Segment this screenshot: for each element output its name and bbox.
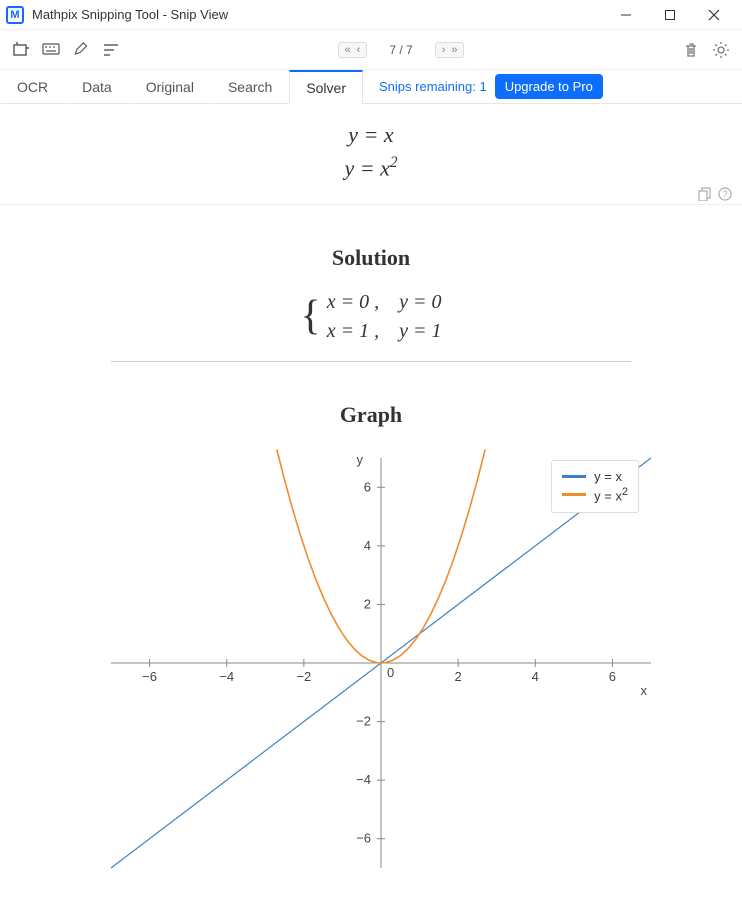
sol-x: x = 0 , bbox=[327, 291, 379, 314]
svg-text:−4: −4 bbox=[356, 772, 371, 787]
sol-x: x = 1 , bbox=[327, 320, 379, 343]
svg-text:−2: −2 bbox=[356, 714, 371, 729]
window-title: Mathpix Snipping Tool - Snip View bbox=[32, 7, 228, 22]
tab-solver[interactable]: Solver bbox=[289, 70, 363, 104]
next-page-icon[interactable]: › bbox=[440, 44, 448, 56]
svg-text:0: 0 bbox=[387, 665, 394, 680]
content-area: y = x y = x2 ? Solution { x = 0 ,y = 0x … bbox=[0, 104, 742, 898]
solution-equations: { x = 0 , y = 0 x = 1 , y = 1 bbox=[0, 291, 742, 343]
chart: −6 −4 −2 0 2 4 6 −6 −4 −2 2 4 6 x y y = x y = x2 bbox=[91, 448, 651, 878]
copy-icon[interactable] bbox=[698, 187, 712, 204]
svg-text:−2: −2 bbox=[296, 669, 311, 684]
svg-text:2: 2 bbox=[455, 669, 462, 684]
keyboard-icon[interactable] bbox=[38, 37, 64, 63]
snips-remaining: Snips remaining: 1 bbox=[379, 79, 487, 94]
svg-text:y: y bbox=[357, 452, 364, 467]
nav-next-last[interactable]: ›» bbox=[435, 42, 465, 58]
chart-legend: y = x y = x2 bbox=[551, 460, 639, 512]
svg-text:?: ? bbox=[722, 189, 727, 199]
titlebar: M Mathpix Snipping Tool - Snip View bbox=[0, 0, 742, 30]
screenshot-icon[interactable] bbox=[8, 37, 34, 63]
legend-swatch bbox=[562, 475, 586, 478]
maximize-button[interactable] bbox=[648, 1, 692, 29]
sol-y: y = 1 bbox=[399, 320, 441, 343]
legend-label: y = x2 bbox=[594, 486, 628, 503]
equation-2: y = x2 bbox=[0, 151, 742, 184]
tab-ocr[interactable]: OCR bbox=[0, 70, 65, 104]
chart-svg: −6 −4 −2 0 2 4 6 −6 −4 −2 2 4 6 x y bbox=[91, 448, 651, 878]
snips-count: 1 bbox=[479, 79, 486, 94]
prev-page-icon[interactable]: ‹ bbox=[355, 44, 363, 56]
solution-row: x = 0 , y = 0 bbox=[327, 291, 442, 314]
svg-text:4: 4 bbox=[364, 538, 371, 553]
upgrade-button[interactable]: Upgrade to Pro bbox=[495, 74, 603, 99]
legend-row: y = x bbox=[562, 469, 628, 484]
snips-label: Snips remaining: bbox=[379, 79, 476, 94]
edit-icon[interactable] bbox=[68, 37, 94, 63]
brace-icon: { bbox=[301, 298, 321, 336]
tab-data[interactable]: Data bbox=[65, 70, 129, 104]
legend-row: y = x2 bbox=[562, 486, 628, 503]
tab-search[interactable]: Search bbox=[211, 70, 289, 104]
first-page-icon[interactable]: « bbox=[343, 44, 353, 56]
help-icon[interactable]: ? bbox=[718, 187, 732, 204]
page-indicator: 7 / 7 bbox=[389, 43, 412, 57]
legend-swatch bbox=[562, 493, 586, 496]
tabs-bar: OCRDataOriginalSearchSolver Snips remain… bbox=[0, 70, 742, 104]
equation-1: y = x bbox=[0, 118, 742, 151]
svg-text:4: 4 bbox=[532, 669, 539, 684]
tab-original[interactable]: Original bbox=[129, 70, 211, 104]
trash-icon[interactable] bbox=[678, 37, 704, 63]
graph-title: Graph bbox=[0, 402, 742, 428]
svg-text:−6: −6 bbox=[356, 831, 371, 846]
svg-text:x: x bbox=[641, 683, 648, 698]
settings-icon[interactable] bbox=[708, 37, 734, 63]
divider bbox=[111, 361, 631, 362]
menu-icon[interactable] bbox=[98, 37, 124, 63]
svg-text:6: 6 bbox=[364, 480, 371, 495]
minimize-button[interactable] bbox=[604, 1, 648, 29]
legend-label: y = x bbox=[594, 469, 622, 484]
last-page-icon[interactable]: » bbox=[449, 44, 459, 56]
toolbar: «‹ 7 / 7 ›» bbox=[0, 30, 742, 70]
nav-first-prev[interactable]: «‹ bbox=[338, 42, 368, 58]
section-divider: ? bbox=[0, 204, 742, 205]
app-logo-icon: M bbox=[6, 6, 24, 24]
equations-block: y = x y = x2 bbox=[0, 118, 742, 184]
solution-title: Solution bbox=[0, 245, 742, 271]
svg-text:6: 6 bbox=[609, 669, 616, 684]
sol-y: y = 0 bbox=[399, 291, 441, 314]
svg-text:−4: −4 bbox=[219, 669, 234, 684]
svg-text:2: 2 bbox=[364, 597, 371, 612]
close-button[interactable] bbox=[692, 1, 736, 29]
svg-text:−6: −6 bbox=[142, 669, 157, 684]
solution-row: x = 1 , y = 1 bbox=[327, 320, 442, 343]
